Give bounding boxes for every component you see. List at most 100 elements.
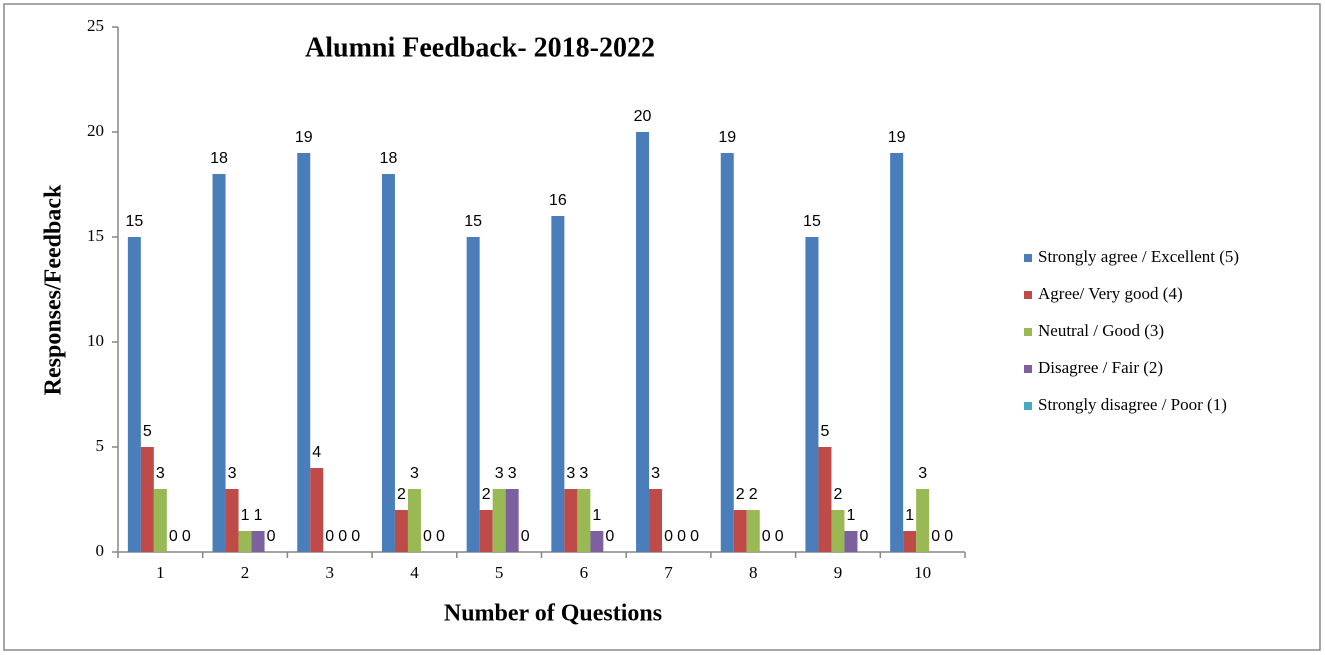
data-label: 0: [775, 528, 784, 545]
bar: [492, 489, 506, 552]
data-label: 3: [156, 465, 165, 482]
data-label: 0: [944, 528, 953, 545]
data-label: 0: [423, 528, 432, 545]
data-label: 15: [464, 213, 482, 230]
bar: [212, 174, 226, 552]
data-label: 2: [482, 486, 491, 503]
data-label: 1: [241, 507, 250, 524]
data-label: 3: [410, 465, 419, 482]
bar: [127, 237, 141, 552]
bar: [394, 510, 408, 552]
bar: [479, 510, 493, 552]
data-label: 5: [143, 423, 152, 440]
bar: [466, 237, 480, 552]
data-label: 0: [605, 528, 614, 545]
chart-title: Alumni Feedback- 2018-2022: [305, 32, 655, 63]
x-tick-label: 9: [834, 563, 843, 582]
data-label: 0: [762, 528, 771, 545]
data-label: 2: [736, 486, 745, 503]
data-label: 19: [718, 129, 736, 146]
data-label: 0: [182, 528, 191, 545]
data-label: 0: [664, 528, 673, 545]
data-label: 0: [931, 528, 940, 545]
data-label: 0: [859, 528, 868, 545]
y-tick-label: 15: [87, 226, 104, 245]
y-tick-label: 10: [87, 331, 104, 350]
data-label: 20: [634, 108, 652, 125]
data-label: 1: [592, 507, 601, 524]
data-label: 4: [312, 444, 321, 461]
legend-label: Neutral / Good (3): [1038, 321, 1164, 340]
bar: [746, 510, 760, 552]
legend-label: Strongly disagree / Poor (1): [1038, 395, 1227, 414]
bar: [733, 510, 747, 552]
data-label: 16: [549, 192, 567, 209]
bar: [140, 447, 154, 552]
data-label: 0: [436, 528, 445, 545]
y-tick-label: 25: [87, 16, 104, 35]
bar: [649, 489, 663, 552]
data-label: 3: [651, 465, 660, 482]
bar: [903, 531, 917, 552]
bar: [831, 510, 845, 552]
bar: [153, 489, 167, 552]
bar: [310, 468, 324, 552]
data-label: 18: [380, 150, 398, 167]
data-label: 3: [918, 465, 927, 482]
data-label: 15: [803, 213, 821, 230]
y-tick-label: 5: [96, 436, 105, 455]
bar: [818, 447, 832, 552]
bar: [844, 531, 858, 552]
bar: [297, 153, 311, 552]
legend-label: Disagree / Fair (2): [1038, 358, 1163, 377]
data-label: 0: [338, 528, 347, 545]
bar: [890, 153, 904, 552]
legend-swatch: [1024, 402, 1032, 410]
bar: [720, 153, 734, 552]
data-label: 19: [295, 129, 313, 146]
bar: [407, 489, 421, 552]
data-label: 0: [351, 528, 360, 545]
bar: [251, 531, 265, 552]
data-label: 2: [749, 486, 758, 503]
bar: [805, 237, 819, 552]
x-tick-label: 3: [326, 563, 335, 582]
legend-swatch: [1024, 328, 1032, 336]
x-tick-label: 8: [749, 563, 758, 582]
bar: [225, 489, 239, 552]
x-tick-label: 7: [664, 563, 673, 582]
data-label: 1: [846, 507, 855, 524]
data-label: 0: [267, 528, 276, 545]
data-label: 0: [325, 528, 334, 545]
x-tick-label: 4: [410, 563, 419, 582]
data-label: 18: [210, 150, 228, 167]
x-tick-label: 6: [580, 563, 589, 582]
data-label: 5: [820, 423, 829, 440]
legend-swatch: [1024, 254, 1032, 262]
legend-swatch: [1024, 365, 1032, 373]
x-axis-label: Number of Questions: [444, 601, 662, 627]
y-axis-label: Responses/Feedback: [41, 184, 67, 395]
data-label: 1: [905, 507, 914, 524]
x-tick-label: 2: [241, 563, 250, 582]
x-tick-label: 10: [914, 563, 931, 582]
data-label: 3: [566, 465, 575, 482]
bar: [505, 489, 519, 552]
bar: [381, 174, 395, 552]
legend-label: Strongly agree / Excellent (5): [1038, 247, 1239, 266]
x-tick-label: 5: [495, 563, 504, 582]
x-tick-label: 1: [156, 563, 165, 582]
data-label: 3: [579, 465, 588, 482]
data-label: 3: [495, 465, 504, 482]
legend-label: Agree/ Very good (4): [1038, 284, 1183, 303]
y-tick-label: 0: [96, 541, 105, 560]
bar: [238, 531, 252, 552]
bar: [564, 489, 578, 552]
legend-swatch: [1024, 291, 1032, 299]
bar: [590, 531, 604, 552]
data-label: 19: [888, 129, 906, 146]
data-label: 3: [228, 465, 237, 482]
data-label: 1: [254, 507, 263, 524]
data-label: 2: [397, 486, 406, 503]
